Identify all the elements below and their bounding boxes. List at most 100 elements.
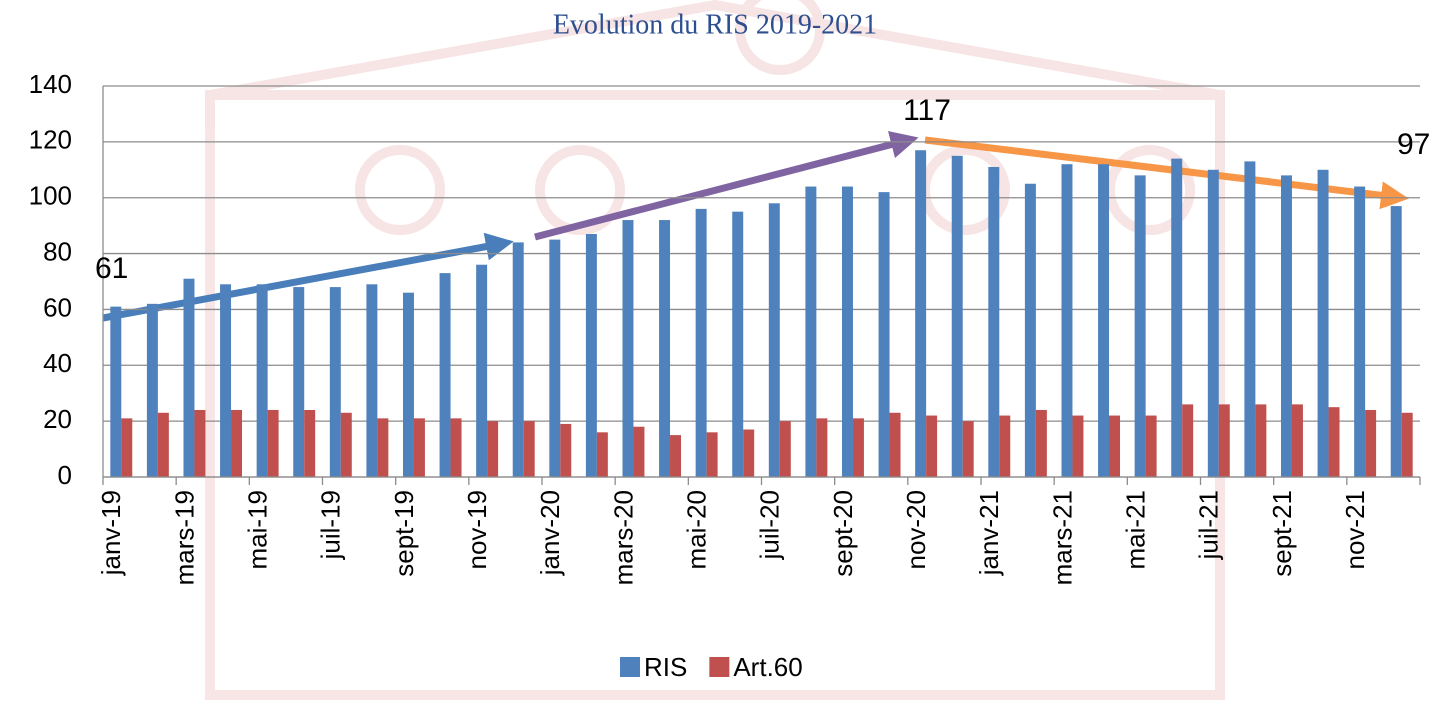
x-tick-label: nov-21 xyxy=(1340,490,1370,570)
bar xyxy=(1354,186,1366,478)
bar xyxy=(476,264,488,477)
bar xyxy=(1072,415,1084,477)
bar xyxy=(1317,169,1329,478)
trend-arrow xyxy=(102,232,514,322)
y-tick-label: 0 xyxy=(58,460,72,490)
annotation: 97 xyxy=(1397,128,1429,161)
bar xyxy=(1171,158,1183,477)
x-tick-label: sept-21 xyxy=(1267,490,1297,577)
bar xyxy=(256,284,268,477)
bar xyxy=(633,426,645,477)
bar xyxy=(439,273,451,477)
bar xyxy=(585,234,597,477)
bar xyxy=(1207,169,1219,478)
bar xyxy=(743,429,755,477)
x-tick-label: juil-19 xyxy=(316,490,346,560)
x-tick-label: mars-19 xyxy=(169,490,199,585)
x-tick-label: sept-20 xyxy=(828,490,858,577)
annotation: 117 xyxy=(903,94,951,127)
bar xyxy=(816,418,828,477)
y-tick-label: 20 xyxy=(43,404,72,434)
bar xyxy=(157,412,169,477)
annotation: 61 xyxy=(95,252,128,285)
bar xyxy=(779,421,791,477)
x-tick-label: juil-20 xyxy=(755,490,785,560)
bar xyxy=(1280,175,1292,477)
x-tick-label: mai-19 xyxy=(243,490,273,569)
bar xyxy=(878,192,890,477)
y-tick-label: 120 xyxy=(29,125,72,155)
bar xyxy=(1109,415,1121,477)
bar xyxy=(329,287,341,477)
bar xyxy=(999,415,1011,477)
bar xyxy=(560,423,572,477)
bar xyxy=(1401,412,1413,477)
bar xyxy=(413,418,425,477)
legend-label: RIS xyxy=(644,652,687,682)
bar xyxy=(670,435,682,477)
bar xyxy=(487,421,499,477)
bar xyxy=(340,412,352,477)
bar xyxy=(1182,404,1194,477)
x-tick-label: nov-20 xyxy=(901,490,931,570)
bar xyxy=(926,415,938,477)
x-tick-label: janv-20 xyxy=(535,490,565,576)
bar xyxy=(805,186,817,478)
bar xyxy=(1218,404,1230,477)
bar xyxy=(450,418,462,477)
legend-label: Art.60 xyxy=(733,652,802,682)
bar xyxy=(377,418,389,477)
bar xyxy=(121,418,133,477)
bar xyxy=(366,284,378,477)
x-tick-label: janv-19 xyxy=(96,490,126,576)
bar xyxy=(293,287,305,477)
bar xyxy=(402,292,414,477)
bar xyxy=(1061,164,1073,477)
bar xyxy=(1024,183,1036,477)
bar xyxy=(951,155,963,478)
bar xyxy=(110,306,122,477)
bar xyxy=(1134,175,1146,477)
y-tick-label: 60 xyxy=(43,292,72,322)
bar xyxy=(549,239,561,477)
bar xyxy=(1244,161,1256,477)
bar xyxy=(220,284,232,477)
x-tick-label: mars-20 xyxy=(608,490,638,585)
bar xyxy=(915,150,927,477)
bar xyxy=(962,421,974,477)
bar xyxy=(512,242,524,477)
watermark xyxy=(205,0,1225,700)
x-tick-label: sept-19 xyxy=(389,490,419,577)
bar xyxy=(1390,206,1402,478)
x-tick-label: mai-21 xyxy=(1121,490,1151,569)
x-tick-label: nov-19 xyxy=(462,490,492,570)
bar xyxy=(183,278,195,477)
trend-arrow xyxy=(534,130,919,241)
trend-arrow xyxy=(924,136,1409,210)
bar xyxy=(841,186,853,478)
x-tick-label: mai-20 xyxy=(682,490,712,569)
bar xyxy=(146,303,158,477)
bar xyxy=(1145,415,1157,477)
legend-swatch xyxy=(709,657,730,677)
y-tick-label: 40 xyxy=(43,348,72,378)
chart-title: Evolution du RIS 2019-2021 xyxy=(553,9,877,40)
bar xyxy=(622,220,634,478)
bar xyxy=(659,220,671,478)
bar xyxy=(1035,409,1047,477)
bar xyxy=(852,418,864,477)
legend-swatch xyxy=(620,657,640,677)
x-tick-label: juil-21 xyxy=(1194,490,1224,560)
y-tick-label: 80 xyxy=(43,236,72,266)
bar xyxy=(706,432,718,477)
bar xyxy=(267,409,279,477)
bar xyxy=(1255,404,1267,477)
bar xyxy=(1365,409,1377,477)
bar xyxy=(1098,164,1110,477)
bar xyxy=(988,166,1000,477)
bar xyxy=(304,409,316,477)
bar xyxy=(231,409,243,477)
x-tick-label: mars-21 xyxy=(1047,490,1077,585)
bar xyxy=(768,203,780,478)
